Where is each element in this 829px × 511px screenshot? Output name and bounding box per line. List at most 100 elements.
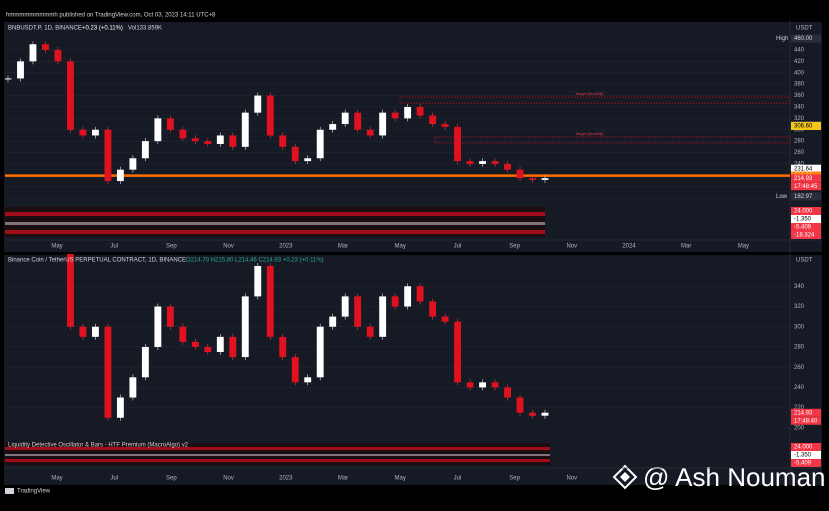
y-tick-label: 300	[794, 127, 805, 133]
x-tick-label: Jul	[110, 476, 118, 482]
candle	[191, 138, 199, 142]
candle	[154, 118, 162, 142]
indicator-label-bg	[791, 215, 821, 223]
candle	[29, 44, 37, 62]
candle	[229, 135, 237, 147]
y-tick-label: 240	[794, 162, 805, 168]
price-label-bg	[791, 34, 821, 43]
price-label: 460.00	[794, 36, 813, 42]
x-tick-label: Sep	[509, 244, 520, 250]
volume: Vol133.859K	[128, 26, 162, 32]
candle	[104, 326, 112, 418]
candle	[279, 135, 287, 147]
candle	[67, 61, 74, 130]
brand: TradingView	[17, 489, 51, 495]
candle	[216, 336, 224, 353]
candle	[516, 169, 524, 179]
candle	[429, 301, 437, 317]
indicator-label-bg	[791, 231, 821, 239]
candle	[329, 316, 337, 327]
indicator-label: -1.350	[794, 453, 812, 459]
price-tag: Low	[776, 194, 788, 200]
currency: USDT	[796, 258, 813, 264]
indicator-label-bg	[791, 443, 821, 451]
candle	[291, 146, 299, 162]
candle	[291, 357, 299, 383]
candle	[116, 397, 124, 418]
y-tick-label: 280	[794, 139, 805, 145]
target-label: Target (Bunk98)	[575, 131, 604, 136]
candle	[529, 178, 536, 180]
candle	[491, 161, 499, 164]
candle	[42, 44, 49, 50]
candle	[91, 129, 99, 136]
x-tick-label: May	[738, 244, 749, 250]
candle	[504, 163, 511, 170]
candle	[529, 412, 536, 416]
candle	[179, 129, 187, 139]
price-label-bg	[791, 174, 821, 183]
x-tick-label: Sep	[166, 476, 177, 482]
candle	[141, 141, 149, 159]
candle	[416, 106, 424, 116]
candle	[279, 336, 287, 358]
publish-info: hmmmmmmmmmh published on TradingView.com…	[6, 13, 216, 19]
candle	[354, 296, 362, 327]
y-tick-label: 360	[794, 93, 805, 99]
price-tag: High	[776, 36, 788, 42]
price-label: 214.93	[794, 410, 813, 416]
candle	[354, 112, 362, 130]
candle	[329, 124, 337, 130]
candle	[366, 129, 374, 136]
candle	[204, 346, 212, 353]
y-tick-label: 320	[794, 304, 805, 310]
watermark-icon	[612, 464, 638, 490]
y-tick-label: 440	[794, 48, 805, 54]
candle	[391, 296, 399, 307]
candle	[404, 106, 412, 119]
candle	[304, 377, 312, 383]
x-tick-label: May	[51, 476, 62, 482]
x-tick-label: Jul	[110, 244, 118, 250]
candle	[266, 95, 274, 136]
y-tick-label: 340	[794, 105, 805, 111]
candle	[466, 161, 474, 164]
candle	[541, 178, 549, 180]
y-tick-label: 420	[794, 59, 805, 65]
candle	[454, 126, 462, 162]
candle	[129, 377, 137, 398]
x-tick-label: Nov	[566, 244, 577, 250]
candle	[341, 112, 349, 125]
price-label: 231.64	[794, 166, 813, 172]
x-tick-label: Jul	[454, 244, 462, 250]
candle	[154, 306, 162, 347]
candle	[466, 382, 474, 388]
candle	[516, 397, 524, 413]
change: +0.23 (+0.11%)	[82, 26, 123, 32]
price-label: 214.93	[794, 176, 813, 182]
candle	[116, 169, 124, 182]
candle	[204, 141, 212, 145]
indicator-label: -18.324	[794, 233, 815, 239]
x-tick-label: Sep	[166, 244, 177, 250]
indicator-label: 24.000	[794, 209, 813, 215]
candle	[341, 296, 349, 317]
candle	[166, 306, 174, 327]
y-tick-label: 400	[794, 70, 805, 76]
candle	[79, 129, 87, 136]
x-tick-label: Mar	[338, 244, 348, 250]
target-label: Target (Bunk98)	[575, 91, 604, 96]
candle	[479, 161, 486, 164]
candle	[416, 286, 424, 302]
candle	[79, 326, 87, 337]
candle	[17, 61, 24, 79]
candle	[266, 266, 274, 337]
candle	[67, 254, 74, 327]
price-label: 306.60	[794, 124, 813, 130]
candle	[241, 112, 249, 147]
x-tick-label: Mar	[681, 244, 691, 250]
countdown-bg	[791, 416, 821, 425]
x-tick-label: Nov	[223, 476, 234, 482]
candle	[441, 316, 449, 322]
indicator-label: -1.350	[794, 217, 812, 223]
